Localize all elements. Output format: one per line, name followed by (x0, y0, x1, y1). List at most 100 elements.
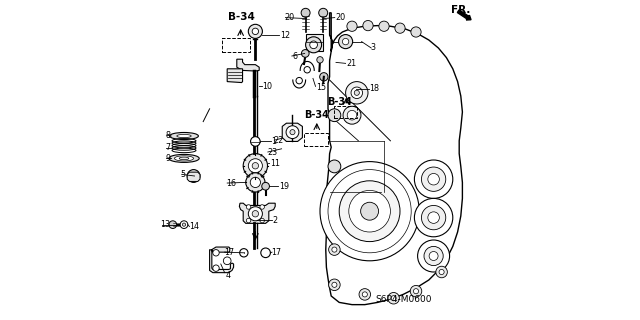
Text: 22: 22 (274, 136, 284, 145)
Circle shape (379, 21, 389, 31)
Circle shape (343, 106, 361, 124)
Text: 5: 5 (181, 170, 186, 179)
Circle shape (301, 50, 309, 57)
Text: B-34: B-34 (305, 110, 329, 120)
Circle shape (310, 41, 317, 49)
Circle shape (332, 282, 337, 287)
Polygon shape (187, 172, 200, 181)
Circle shape (320, 73, 328, 81)
Text: 10: 10 (262, 82, 273, 91)
Circle shape (413, 289, 419, 294)
Ellipse shape (170, 132, 198, 140)
Circle shape (346, 82, 368, 104)
Circle shape (240, 249, 248, 257)
Circle shape (290, 130, 295, 135)
Circle shape (248, 24, 262, 38)
Text: 13: 13 (161, 220, 171, 229)
Text: 3: 3 (371, 43, 376, 52)
Circle shape (332, 247, 337, 252)
Circle shape (329, 244, 340, 255)
Polygon shape (282, 123, 302, 141)
Circle shape (328, 109, 340, 122)
Circle shape (347, 21, 357, 31)
Circle shape (411, 27, 421, 37)
Text: 19: 19 (279, 182, 289, 191)
Circle shape (418, 240, 450, 272)
Circle shape (250, 177, 260, 188)
Ellipse shape (169, 155, 199, 163)
Text: 20: 20 (285, 13, 295, 22)
Polygon shape (210, 247, 234, 273)
Circle shape (286, 126, 299, 139)
Text: 8: 8 (166, 131, 171, 140)
Text: 23: 23 (268, 148, 277, 156)
Circle shape (415, 160, 453, 198)
Text: 1: 1 (271, 137, 276, 146)
Circle shape (328, 160, 340, 173)
Ellipse shape (174, 156, 194, 161)
Circle shape (388, 292, 399, 304)
Circle shape (212, 250, 219, 256)
Circle shape (246, 205, 251, 209)
Circle shape (391, 296, 396, 301)
Circle shape (169, 221, 177, 228)
Ellipse shape (177, 134, 191, 138)
Text: 12: 12 (280, 31, 290, 40)
Circle shape (304, 67, 310, 73)
Circle shape (223, 257, 231, 265)
Circle shape (246, 173, 265, 192)
Text: 11: 11 (270, 159, 280, 168)
Circle shape (361, 202, 379, 220)
Circle shape (415, 198, 453, 237)
Circle shape (436, 266, 447, 278)
Text: 16: 16 (227, 179, 237, 188)
Text: 21: 21 (346, 59, 356, 68)
Circle shape (410, 285, 422, 297)
Circle shape (395, 23, 405, 33)
Circle shape (351, 87, 362, 99)
Circle shape (248, 159, 262, 173)
Circle shape (439, 269, 444, 275)
Circle shape (428, 173, 440, 185)
Circle shape (182, 223, 186, 226)
Circle shape (359, 289, 371, 300)
Circle shape (191, 173, 196, 179)
Text: B-34: B-34 (327, 97, 351, 108)
Text: 7: 7 (166, 143, 171, 152)
Ellipse shape (179, 157, 189, 160)
Circle shape (246, 218, 251, 223)
Circle shape (362, 292, 367, 297)
Circle shape (252, 163, 259, 169)
Circle shape (261, 248, 271, 258)
Text: 6: 6 (292, 52, 298, 60)
Circle shape (260, 218, 264, 223)
Circle shape (428, 212, 440, 223)
Circle shape (339, 181, 400, 242)
Text: FR.: FR. (451, 5, 470, 15)
Text: 4: 4 (226, 271, 230, 280)
Text: 15: 15 (316, 83, 326, 92)
Circle shape (355, 90, 360, 95)
Circle shape (317, 57, 323, 63)
Polygon shape (306, 34, 323, 51)
Text: B-34: B-34 (228, 12, 255, 22)
Circle shape (339, 35, 353, 49)
Circle shape (363, 20, 373, 31)
Circle shape (328, 170, 412, 253)
Circle shape (262, 182, 269, 190)
Polygon shape (326, 13, 462, 305)
Circle shape (296, 77, 302, 84)
Polygon shape (237, 59, 259, 71)
Circle shape (422, 167, 446, 191)
Circle shape (260, 205, 264, 209)
Circle shape (187, 170, 200, 182)
Text: 9: 9 (166, 154, 171, 163)
Circle shape (424, 246, 444, 266)
Circle shape (180, 221, 188, 228)
Circle shape (306, 37, 322, 53)
Circle shape (248, 207, 262, 221)
Circle shape (252, 211, 259, 217)
Polygon shape (239, 203, 275, 223)
Circle shape (329, 279, 340, 291)
Polygon shape (227, 69, 243, 83)
